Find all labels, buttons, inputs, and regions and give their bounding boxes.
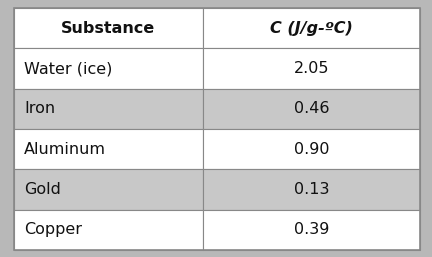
Bar <box>203 169 420 210</box>
Text: Substance: Substance <box>61 21 156 36</box>
Bar <box>203 210 420 250</box>
Bar <box>203 8 420 48</box>
Text: 0.46: 0.46 <box>294 101 329 116</box>
Text: 0.90: 0.90 <box>294 142 329 157</box>
Text: Aluminum: Aluminum <box>24 142 106 157</box>
Text: 2.05: 2.05 <box>294 61 329 76</box>
Bar <box>14 210 203 250</box>
Text: Iron: Iron <box>24 101 55 116</box>
Text: Gold: Gold <box>24 182 61 197</box>
Bar <box>14 129 203 169</box>
Text: 0.13: 0.13 <box>294 182 329 197</box>
Text: C (J/g-ºC): C (J/g-ºC) <box>270 21 353 36</box>
Text: Water (ice): Water (ice) <box>24 61 112 76</box>
Bar <box>14 169 203 210</box>
Text: 0.39: 0.39 <box>294 222 329 237</box>
Bar <box>203 89 420 129</box>
Bar <box>203 48 420 89</box>
Bar <box>203 129 420 169</box>
Bar <box>14 8 203 48</box>
Text: Copper: Copper <box>24 222 82 237</box>
Bar <box>14 48 203 89</box>
Bar <box>14 89 203 129</box>
